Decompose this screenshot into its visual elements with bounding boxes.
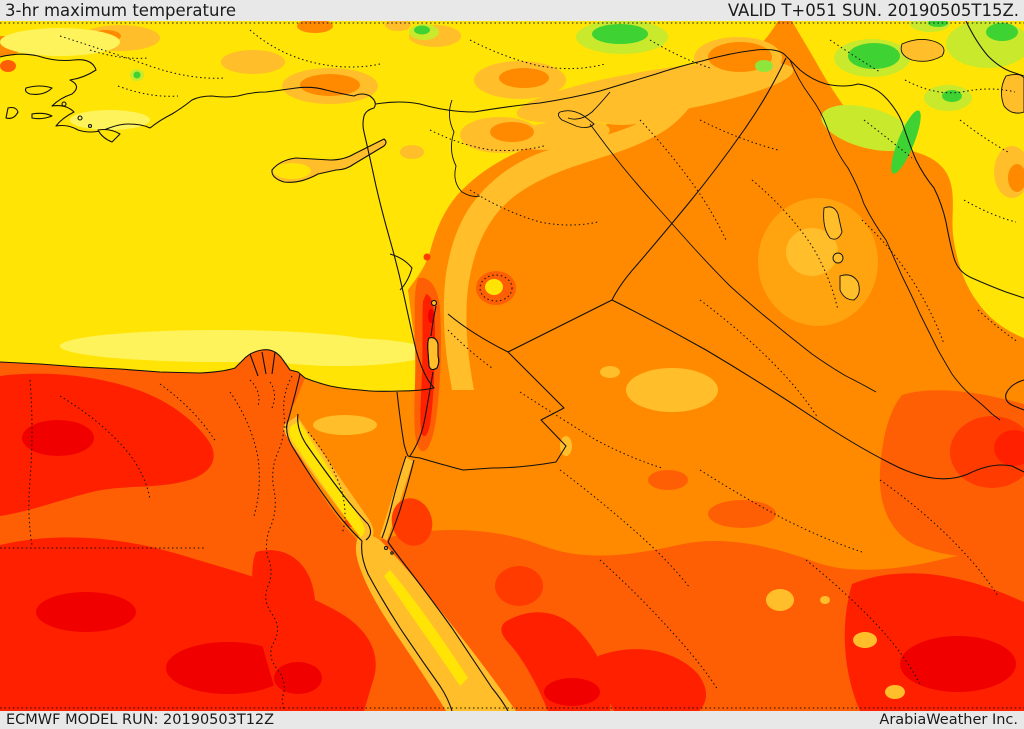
status-bar: ECMWF MODEL RUN: 20190503T12Z ArabiaWeat… (0, 711, 1024, 729)
lakes (427, 39, 1024, 371)
valid-time-label: VALID T+051 SUN. 20190505T15Z. (727, 1, 1019, 20)
brand-label: ArabiaWeather Inc. (879, 712, 1018, 728)
admin-borders (0, 22, 1024, 711)
title-bar: 3-hr maximum temperature VALID T+051 SUN… (0, 0, 1024, 21)
model-run-label: ECMWF MODEL RUN: 20190503T12Z (6, 712, 275, 728)
rivers (449, 59, 1001, 421)
map-title: 3-hr maximum temperature (5, 1, 237, 20)
coastline (0, 53, 1024, 711)
temperature-field (0, 21, 1024, 711)
country-borders (375, 21, 1024, 480)
